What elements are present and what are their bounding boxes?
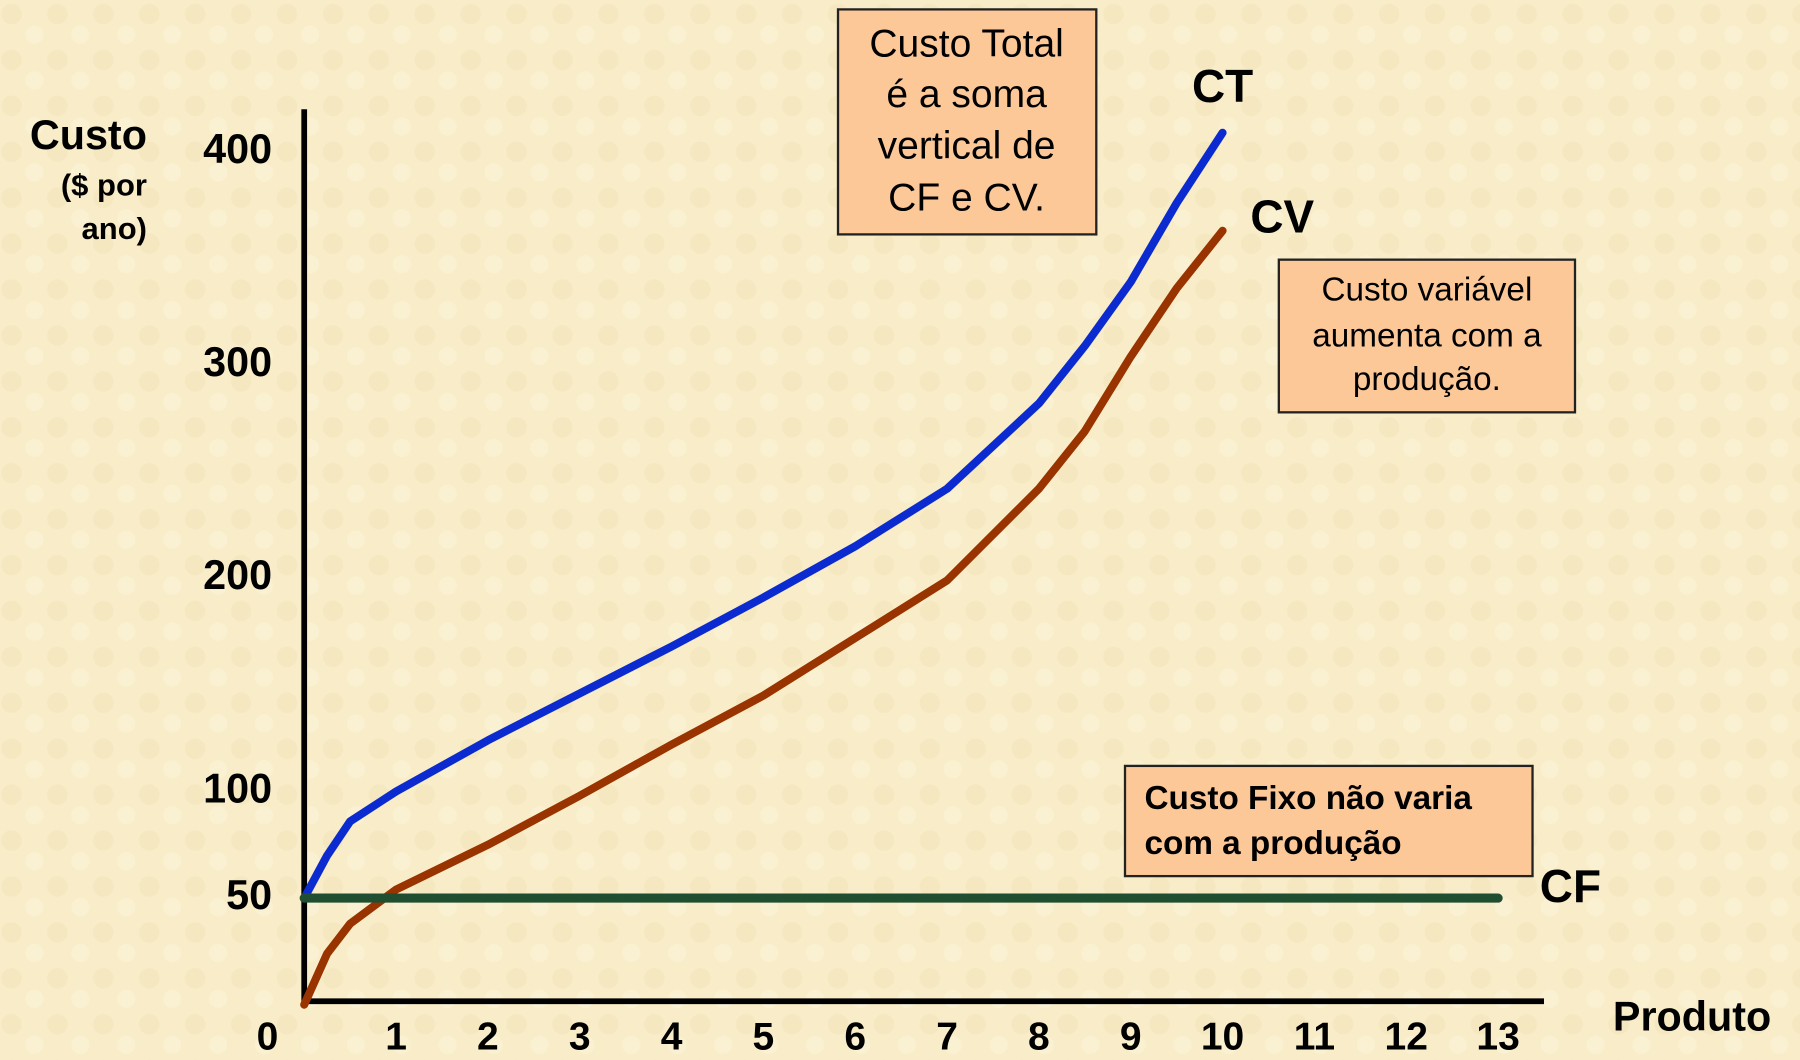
- x-axis-title: Produto: [1613, 994, 1771, 1040]
- x-tick-label: 5: [753, 1015, 775, 1058]
- x-tick-label: 2: [477, 1015, 499, 1058]
- annotation-text: Custo Fixo não varia: [1145, 780, 1473, 817]
- annotation-text: é a soma: [886, 73, 1047, 116]
- annotation-text: CF e CV.: [888, 176, 1045, 219]
- y-tick-label: 400: [203, 126, 272, 172]
- series-label: CT: [1192, 60, 1253, 112]
- x-tick-label: 0: [257, 1015, 279, 1058]
- x-tick-label: 9: [1120, 1015, 1142, 1058]
- y-axis-unit: ano): [82, 211, 147, 246]
- annotation-text: aumenta com a: [1312, 318, 1542, 355]
- x-tick-label: 7: [936, 1015, 958, 1058]
- x-tick-label: 4: [661, 1015, 683, 1058]
- annotation-box: [836, 8, 1098, 236]
- annotation-text: com a produção: [1145, 825, 1402, 862]
- y-tick-label: 100: [203, 765, 272, 811]
- annotation-box: [1277, 258, 1577, 414]
- x-tick-label: 12: [1385, 1015, 1428, 1058]
- y-tick-label: 300: [203, 339, 272, 385]
- annotation-text: Custo variável: [1321, 272, 1532, 309]
- x-tick-label: 3: [569, 1015, 591, 1058]
- annotation-text: vertical de: [878, 125, 1056, 168]
- x-tick-label: 1: [385, 1015, 407, 1058]
- y-axis-unit: ($ por: [61, 168, 147, 203]
- x-tick-label: 10: [1201, 1015, 1244, 1058]
- series-label: CF: [1540, 860, 1601, 912]
- annotation-text: Custo Total: [869, 22, 1063, 65]
- y-tick-label: 200: [203, 552, 272, 598]
- x-tick-label: 6: [844, 1015, 866, 1058]
- y-tick-label: 50: [226, 872, 272, 918]
- line-cv: [300, 226, 1227, 1009]
- x-tick-label: 8: [1028, 1015, 1050, 1058]
- y-axis-title: Custo: [30, 112, 147, 158]
- series-label: CV: [1250, 191, 1314, 243]
- annotation-box: [1123, 764, 1534, 878]
- annotation-text: produção.: [1353, 361, 1501, 398]
- line-ct: [300, 128, 1227, 903]
- x-tick-label: 11: [1294, 1015, 1335, 1058]
- x-tick-label: 13: [1476, 1015, 1519, 1058]
